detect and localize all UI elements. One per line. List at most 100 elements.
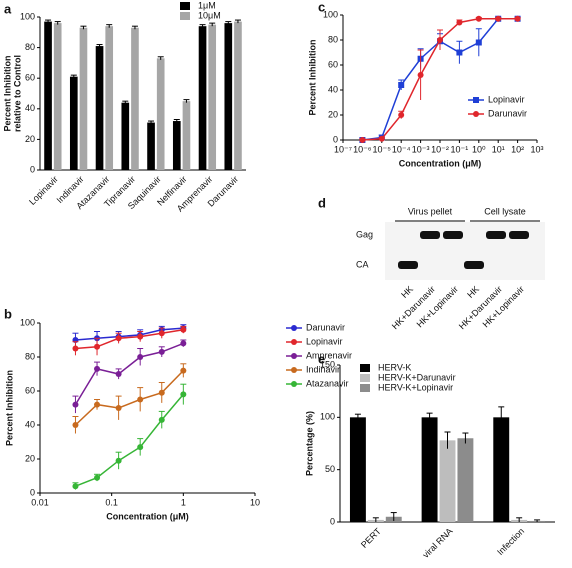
bar xyxy=(457,438,474,522)
legend-label: 1μM xyxy=(198,0,216,10)
x-tick-label: PERT xyxy=(359,526,383,550)
point xyxy=(115,405,122,411)
x-tick-label: 10⁻⁷ xyxy=(334,144,352,154)
chart: b 0 20 40 60 80 100 Percent Inhibition Concentra… xyxy=(4,306,352,521)
bar xyxy=(53,23,62,171)
point xyxy=(115,457,122,464)
x-tick-label: 0.01 xyxy=(31,497,49,507)
legend-label: HERV-K xyxy=(378,362,411,372)
x-tick-label: Lopinavir xyxy=(27,174,60,207)
point xyxy=(180,391,187,398)
legend-label: Lopinavir xyxy=(488,94,525,104)
bar xyxy=(44,21,52,171)
x-tick-label: 10⁰ xyxy=(472,144,486,154)
x-tick-label: 1 xyxy=(181,497,186,507)
x-tick-label: 10⁻¹ xyxy=(451,144,469,154)
bar xyxy=(421,417,438,522)
y-axis-label: relative to Control xyxy=(12,55,22,132)
blot-band xyxy=(464,261,484,269)
panel-letter: b xyxy=(4,306,12,321)
point xyxy=(158,389,165,396)
bar xyxy=(439,440,456,522)
y-tick-label: 40 xyxy=(25,419,35,429)
point xyxy=(417,72,424,78)
blot-band xyxy=(420,231,440,239)
y-axis-label: Percent Inhibition xyxy=(2,55,12,131)
blot-membrane xyxy=(385,222,545,280)
group-label: Cell lysate xyxy=(484,206,526,216)
y-tick-label: 100 xyxy=(323,9,338,19)
legend-swatch xyxy=(360,364,370,372)
point xyxy=(137,333,144,340)
x-tick-label: 10⁻² xyxy=(431,144,449,154)
x-tick-label: 10⁻³ xyxy=(412,144,430,154)
point xyxy=(158,330,165,337)
bar xyxy=(172,121,181,170)
blot-band xyxy=(509,231,529,239)
y-tick-label: 60 xyxy=(25,73,35,83)
bar xyxy=(349,417,366,522)
band-label: CA xyxy=(356,259,369,269)
bar xyxy=(234,21,242,171)
point xyxy=(158,348,165,355)
bar xyxy=(95,46,104,170)
point xyxy=(514,15,521,22)
bar xyxy=(131,27,139,171)
legend-marker xyxy=(291,367,297,373)
y-tick-label: 20 xyxy=(328,109,338,119)
legend-marker xyxy=(291,353,297,359)
y-tick-label: 80 xyxy=(25,351,35,361)
bar xyxy=(79,27,88,171)
x-tick-label: 10² xyxy=(511,144,524,154)
point xyxy=(137,396,144,403)
bar xyxy=(493,417,510,522)
legend-label: Atazanavir xyxy=(306,378,349,388)
point xyxy=(94,365,101,372)
bar xyxy=(147,122,155,170)
y-tick-label: 60 xyxy=(328,59,338,69)
point xyxy=(115,371,122,377)
point xyxy=(72,345,79,352)
series-line xyxy=(75,329,184,350)
point xyxy=(115,335,122,342)
point xyxy=(495,15,502,22)
x-tick-label: 10⁻⁶ xyxy=(353,144,372,154)
y-tick-label: 80 xyxy=(328,34,338,44)
y-axis-label: Percent Inhibition xyxy=(4,370,14,446)
point xyxy=(72,422,79,428)
point xyxy=(137,354,144,360)
x-tick-label: 10 xyxy=(250,497,260,507)
x-tick-label: 10⁻⁴ xyxy=(392,144,411,154)
point xyxy=(94,474,101,481)
panel-letter: d xyxy=(318,195,326,210)
legend-swatch xyxy=(180,2,190,10)
bar xyxy=(182,101,191,170)
y-tick-label: 0 xyxy=(333,134,338,144)
x-tick-label: viral RNA xyxy=(421,526,455,560)
legend-label: Darunavir xyxy=(488,108,527,118)
group-label: Virus pellet xyxy=(408,206,453,216)
legend-label: HERV-K+Darunavir xyxy=(378,372,456,382)
point xyxy=(72,483,79,490)
point xyxy=(180,326,187,333)
y-tick-label: 150 xyxy=(320,359,335,369)
y-tick-label: 20 xyxy=(25,453,35,463)
band-label: Gag xyxy=(356,229,373,239)
y-tick-label: 20 xyxy=(25,134,35,144)
series-line xyxy=(75,327,184,341)
legend-label: Lopinavir xyxy=(306,336,343,346)
lane-label: HK+Lopinavir xyxy=(415,284,460,329)
y-tick-label: 100 xyxy=(20,317,35,327)
y-tick-label: 50 xyxy=(325,464,335,474)
bar xyxy=(121,102,130,170)
legend-swatch xyxy=(360,374,370,382)
legend-marker xyxy=(291,339,297,345)
y-axis-label: Percentage (%) xyxy=(304,411,314,476)
point xyxy=(180,340,187,347)
bar xyxy=(208,24,217,171)
legend-label: Darunavir xyxy=(306,322,345,332)
point xyxy=(475,15,482,22)
point xyxy=(359,137,366,143)
y-tick-label: 80 xyxy=(25,42,35,52)
